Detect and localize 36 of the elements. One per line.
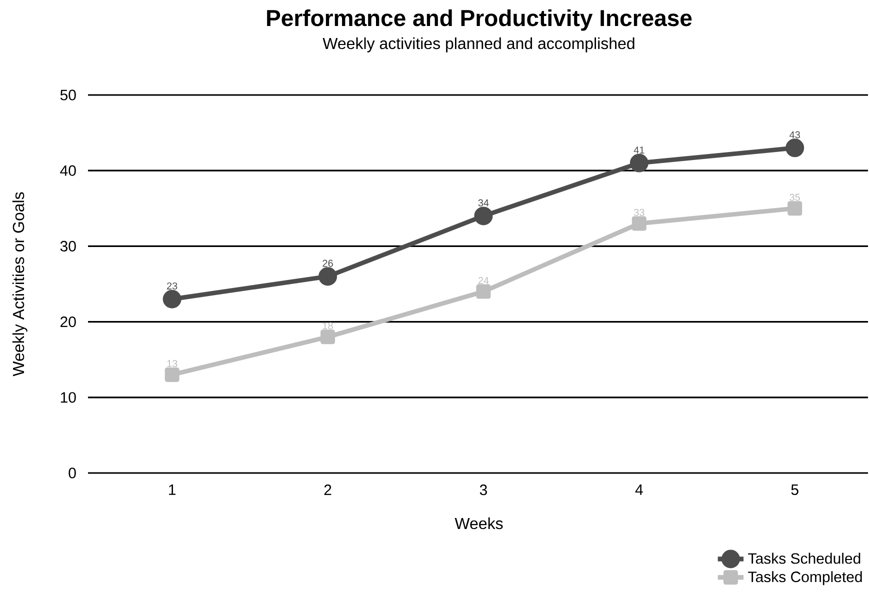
point <box>630 154 648 172</box>
point <box>320 330 336 344</box>
point <box>318 267 338 286</box>
point <box>474 206 493 226</box>
y-axis-title: Weekly Activities or Goals <box>12 192 28 376</box>
x-tick-label: 3 <box>480 484 487 496</box>
point <box>476 284 491 299</box>
data-label: 34 <box>478 199 489 206</box>
legend-label: Tasks Completed <box>748 571 862 586</box>
data-label: 23 <box>167 282 178 290</box>
data-label: 26 <box>322 260 333 267</box>
y-tick-label: 30 <box>60 240 76 252</box>
data-label: 33 <box>634 208 644 216</box>
legend-label: Tasks Scheduled <box>748 552 860 564</box>
point <box>632 216 646 231</box>
y-tick-label: 10 <box>60 392 76 403</box>
y-tick-label: 0 <box>68 468 76 478</box>
y-tick-label: 50 <box>60 90 76 100</box>
x-tick-label: 5 <box>791 484 798 495</box>
x-axis-title: Weeks <box>454 517 503 530</box>
x-tick-label: 2 <box>324 484 332 496</box>
point <box>788 201 802 216</box>
point <box>164 367 180 382</box>
data-label: 13 <box>167 360 178 368</box>
x-tick-label: 4 <box>635 484 643 495</box>
data-label: 24 <box>478 276 489 284</box>
chart-title: Performance and Productivity Increase <box>267 9 692 31</box>
point <box>162 290 182 308</box>
chart-subtitle: Weekly activities planned and accomplished <box>322 37 634 52</box>
data-label: 41 <box>634 146 644 154</box>
x-tick-label: 1 <box>169 484 176 495</box>
y-tick-label: 20 <box>60 316 76 328</box>
point <box>786 138 804 158</box>
data-label: 43 <box>790 131 800 138</box>
data-label: 35 <box>790 194 800 201</box>
y-tick-label: 40 <box>60 165 76 176</box>
